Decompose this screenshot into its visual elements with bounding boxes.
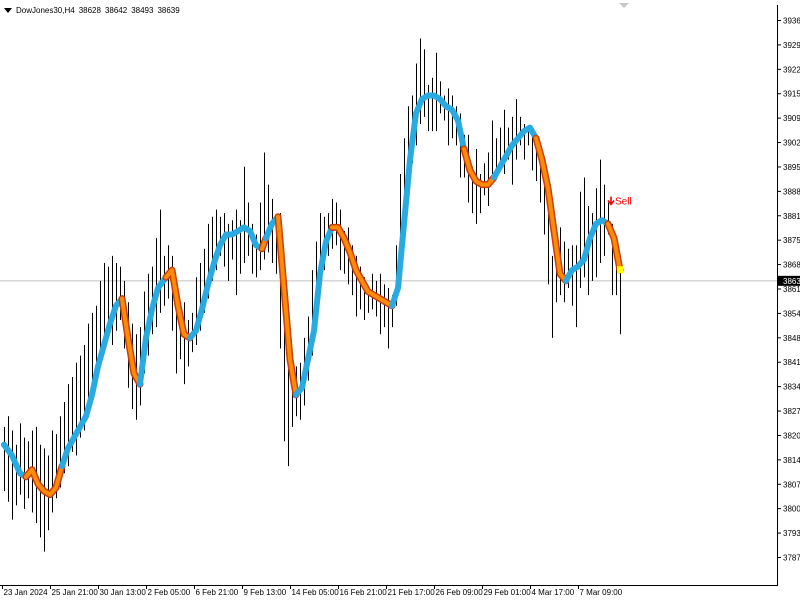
trend-line-down — [164, 268, 192, 340]
ohlc-low: 38493 — [131, 5, 154, 15]
trend-line-down — [24, 464, 64, 497]
price-tick-label: 3787 — [783, 554, 800, 563]
price-tick-label: 3793 — [783, 529, 800, 538]
price-tick-label: 3922 — [783, 65, 800, 74]
trend-line-up — [563, 217, 611, 284]
price-tick-label: 3936 — [783, 17, 800, 26]
sell-signal-label: Sell — [615, 196, 632, 207]
time-tick-label: 4 Mar 17:00 — [532, 588, 575, 597]
price-tick-label: 3915 — [783, 90, 800, 99]
triangle-down-icon[interactable] — [4, 7, 12, 13]
price-tick-label: 3895 — [783, 163, 800, 172]
price-tick-label: 3888 — [783, 187, 800, 196]
time-tick-label: 21 Feb 17:00 — [388, 588, 436, 597]
price-tick-label: 3902 — [783, 139, 800, 148]
price-tick-label: 3807 — [783, 480, 800, 489]
time-tick-label: 7 Mar 09:00 — [580, 588, 623, 597]
price-tick-label: 3929 — [783, 41, 800, 50]
trend-line-down — [534, 136, 568, 283]
trend-end-marker — [617, 266, 623, 274]
time-tick-label: 25 Jan 21:00 — [52, 588, 99, 597]
price-axis[interactable]: 3936 3929 3922 3915 3909 3902 3895 3888 3881 3875… — [777, 17, 800, 563]
current-price-label: 3863 — [783, 277, 800, 286]
price-tick-label: 3861 — [783, 285, 800, 294]
time-tick-label: 9 Feb 13:00 — [244, 588, 287, 597]
trend-line-down — [120, 296, 142, 387]
price-tick-label: 3827 — [783, 407, 800, 416]
ohlc-high: 38642 — [104, 5, 128, 15]
chart-info-bar: DowJones30,H4 38628 38642 38493 38639 — [4, 3, 184, 17]
price-tick-label: 3881 — [783, 212, 800, 221]
trend-line-up — [187, 224, 265, 341]
trend-line-down — [606, 221, 622, 273]
price-tick-label: 3841 — [783, 358, 800, 367]
time-tick-label: 14 Feb 05:00 — [292, 588, 340, 597]
chart-shift-marker[interactable] — [619, 3, 629, 8]
price-tick-label: 3834 — [783, 383, 800, 392]
trend-line-down — [276, 214, 298, 397]
trend-line-down — [330, 225, 394, 308]
time-tick-label: 16 Feb 21:00 — [340, 588, 388, 597]
trend-line-down — [462, 146, 496, 187]
time-tick-label: 26 Feb 09:00 — [436, 588, 484, 597]
trend-line-up — [293, 224, 335, 398]
price-tick-label: 3868 — [783, 261, 800, 270]
symbol-timeframe: DowJones30,H4 — [16, 5, 75, 15]
ohlc-open: 38628 — [78, 5, 101, 15]
time-tick-label: 6 Feb 21:00 — [196, 588, 239, 597]
price-tick-label: 3814 — [783, 456, 800, 465]
time-axis[interactable]: 23 Jan 2024 25 Jan 21:00 30 Jan 13:00 2 Feb… — [2, 585, 623, 597]
trend-line-up — [137, 274, 169, 388]
price-tick-label: 3875 — [783, 236, 800, 245]
price-tick-label: 3800 — [783, 505, 800, 514]
time-tick-label: 23 Jan 2024 — [4, 588, 49, 597]
price-tick-label: 3909 — [783, 114, 800, 123]
sell-arrow-icon — [607, 196, 615, 206]
trend-line-up — [59, 295, 125, 470]
trend-line-up — [389, 92, 467, 309]
ohlc-close: 38639 — [157, 5, 180, 15]
current-price-label-bg — [778, 275, 800, 286]
price-tick-label: 3848 — [783, 334, 800, 343]
trend-line-up — [491, 124, 539, 181]
time-tick-label: 30 Jan 13:00 — [100, 588, 147, 597]
time-tick-label: 29 Feb 01:00 — [484, 588, 532, 597]
price-tick-label: 3820 — [783, 431, 800, 440]
time-tick-label: 2 Feb 05:00 — [148, 588, 191, 597]
price-tick-label: 3854 — [783, 309, 800, 318]
